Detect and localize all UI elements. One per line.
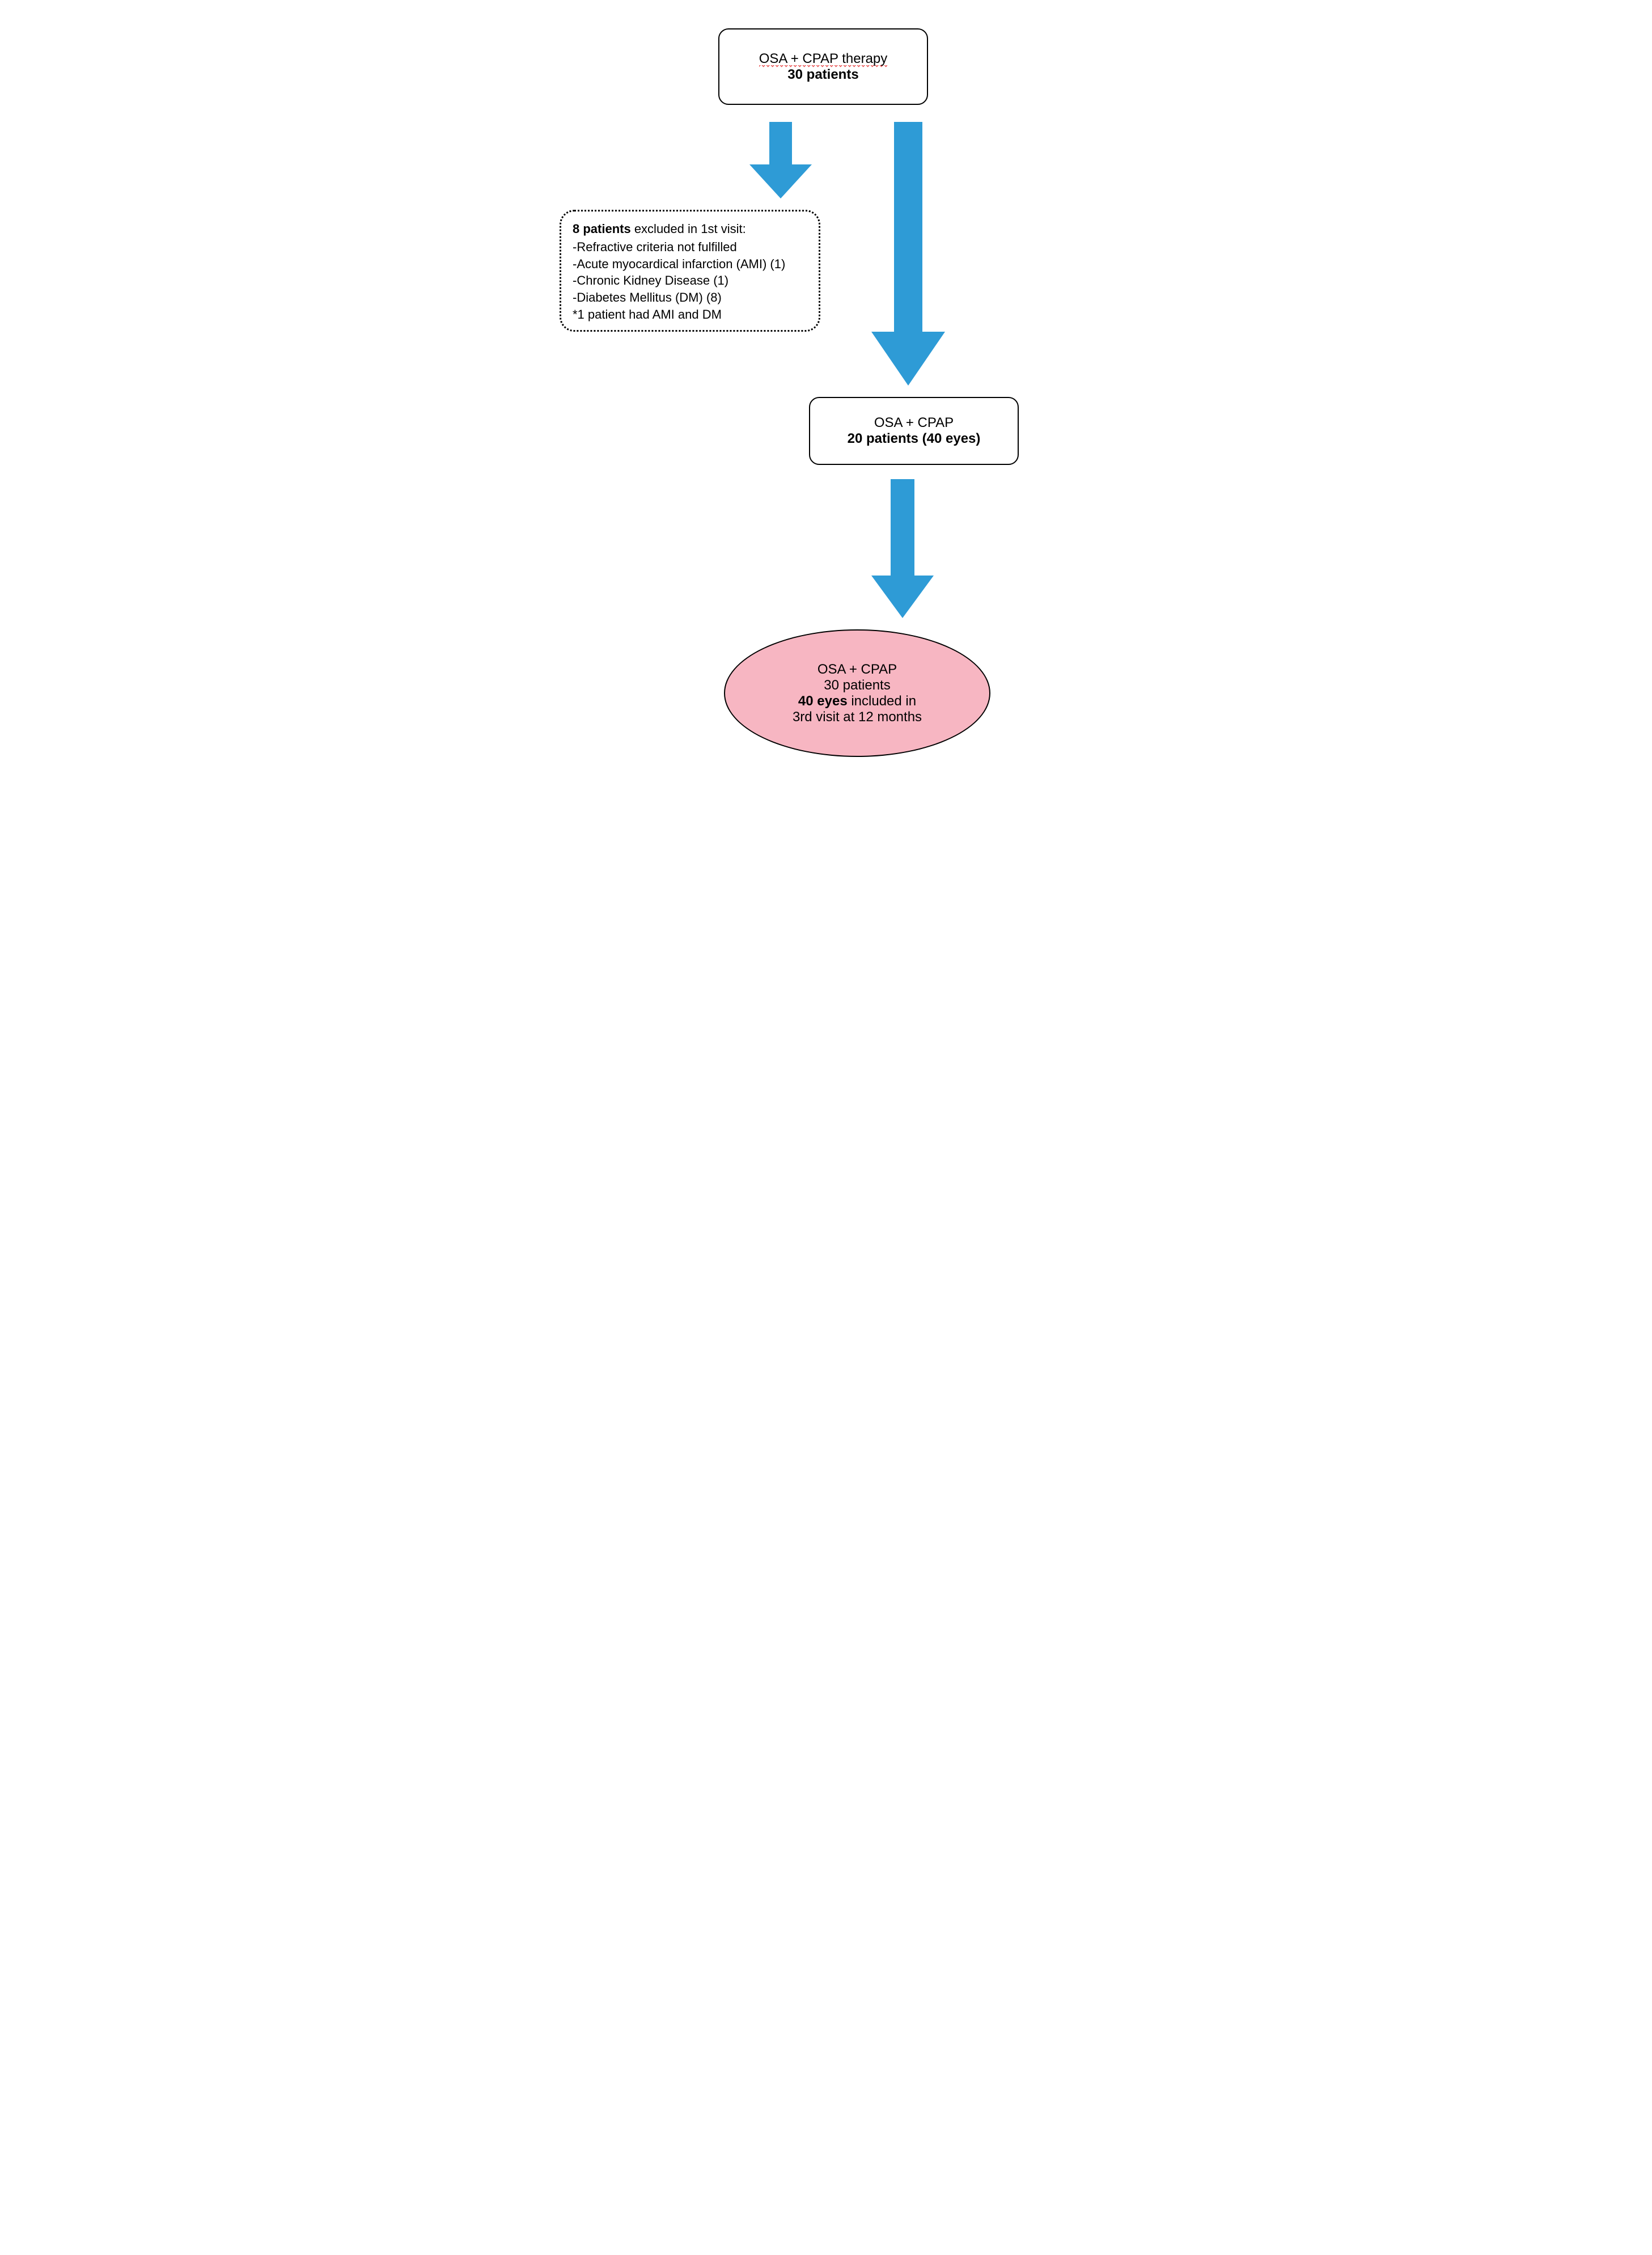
node-excluded-item-2: -Chronic Kidney Disease (1) bbox=[573, 272, 807, 289]
node-cohort: OSA + CPAP 20 patients (40 eyes) bbox=[809, 397, 1019, 465]
arrow-to-followup-poly bbox=[871, 479, 934, 618]
node-excluded-item-0: -Refractive criteria not fulfilled bbox=[573, 239, 807, 256]
node-start: OSA + CPAP therapy 30 patients bbox=[718, 28, 928, 105]
node-followup: OSA + CPAP 30 patients 40 eyes included … bbox=[724, 629, 990, 757]
node-cohort-line1: OSA + CPAP bbox=[874, 415, 954, 431]
arrow-to-cohort-poly bbox=[871, 122, 945, 386]
node-followup-line4: 3rd visit at 12 months bbox=[793, 709, 922, 725]
node-followup-line2: 30 patients bbox=[824, 678, 890, 693]
node-excluded-item-3: -Diabetes Mellitus (DM) (8) bbox=[573, 289, 807, 306]
node-excluded-head-rest: excluded in 1st visit: bbox=[631, 222, 746, 236]
node-start-line1-text: OSA + CPAP therapy bbox=[759, 51, 888, 67]
node-excluded-item-4: *1 patient had AMI and DM bbox=[573, 306, 807, 323]
arrow-to-excluded-poly bbox=[749, 122, 812, 198]
arrow-to-cohort bbox=[871, 122, 945, 388]
node-start-line1: OSA + CPAP therapy bbox=[759, 51, 888, 67]
node-excluded-item-1: -Acute myocardical infarction (AMI) (1) bbox=[573, 256, 807, 273]
arrow-to-excluded bbox=[749, 122, 812, 207]
node-excluded-head: 8 patients excluded in 1st visit: bbox=[573, 222, 807, 236]
node-cohort-line2: 20 patients (40 eyes) bbox=[848, 431, 981, 447]
flowchart-canvas: OSA + CPAP therapy 30 patients 8 patient… bbox=[554, 23, 1098, 765]
node-followup-line3-bold: 40 eyes bbox=[798, 693, 848, 709]
node-excluded-head-bold: 8 patients bbox=[573, 222, 631, 236]
node-followup-line3-rest: included in bbox=[848, 693, 916, 709]
node-followup-line3: 40 eyes included in bbox=[798, 693, 916, 709]
node-followup-line1: OSA + CPAP bbox=[817, 662, 897, 678]
node-excluded: 8 patients excluded in 1st visit: -Refra… bbox=[560, 210, 820, 332]
node-start-line2: 30 patients bbox=[787, 67, 858, 83]
arrow-to-followup bbox=[871, 479, 934, 621]
